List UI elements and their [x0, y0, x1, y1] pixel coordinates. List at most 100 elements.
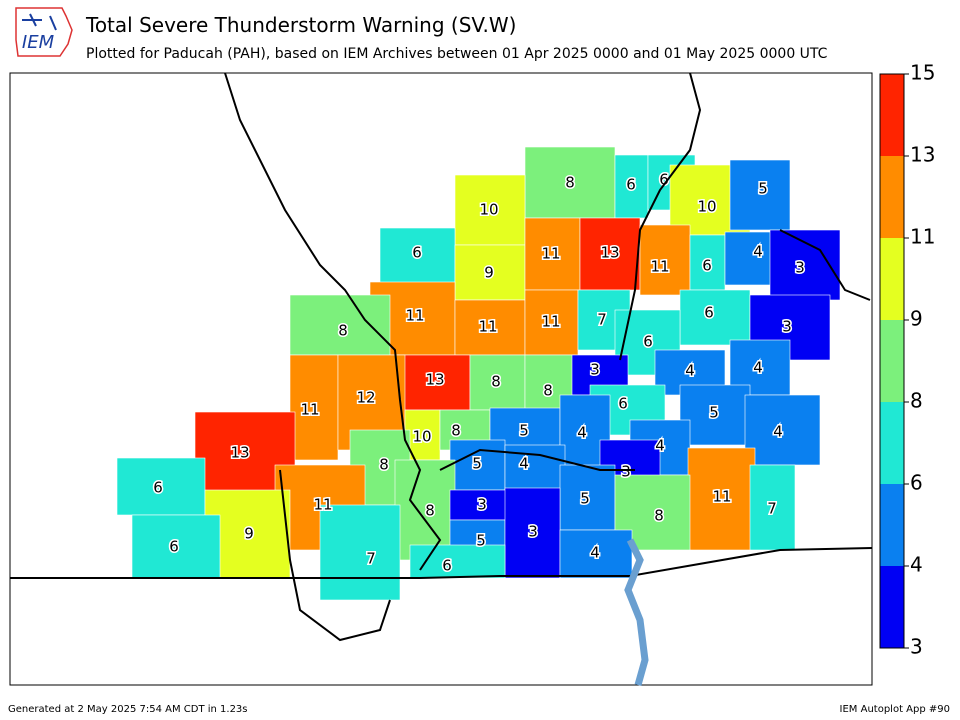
county-label: 8: [451, 422, 461, 440]
county-label: 4: [655, 437, 665, 455]
state-line: [779, 229, 871, 301]
county-label: 11: [300, 401, 319, 419]
county-label: 6: [153, 479, 163, 497]
state-line: [224, 72, 442, 571]
county-label: 6: [412, 244, 422, 262]
county-label: 10: [697, 198, 716, 216]
county-label: 7: [366, 550, 376, 568]
colorbar: 3 4 6 8 9 11 13 15: [879, 61, 935, 659]
county: [524, 146, 616, 219]
county: [689, 234, 726, 291]
colorbar-tick-label: 6: [910, 471, 923, 495]
county-label: 5: [472, 455, 482, 473]
county-label: 3: [621, 463, 631, 481]
colorbar-bin: [880, 566, 904, 648]
state-line: [619, 72, 702, 361]
colorbar-tick-label: 4: [910, 553, 923, 577]
county: [744, 394, 821, 466]
county-label: 11: [541, 313, 560, 331]
county-label: 3: [782, 318, 792, 336]
county-label: 5: [519, 422, 529, 440]
county: [524, 289, 579, 356]
county-label: 6: [169, 538, 179, 556]
county-label: 9: [484, 264, 494, 282]
river: [624, 538, 649, 686]
colorbar-tick-label: 9: [910, 307, 923, 331]
county-label: 4: [590, 544, 600, 562]
river-line: [439, 448, 635, 471]
county-label: 11: [650, 258, 669, 276]
logo-text: IEM: [22, 32, 55, 53]
colorbar-tick-label: 8: [910, 389, 923, 413]
county-label: 11: [313, 496, 332, 514]
county: [679, 289, 751, 346]
county: [504, 444, 566, 491]
state-line: [10, 547, 873, 579]
state-line: [279, 469, 391, 642]
county-label: 6: [659, 171, 669, 189]
county: [639, 224, 691, 296]
county-label: 8: [654, 507, 664, 525]
colorbar-bin: [880, 238, 904, 320]
logo: IEM: [15, 7, 73, 57]
colorbar-bin: [880, 156, 904, 238]
boundaries: [10, 72, 873, 642]
county-label: 3: [477, 496, 487, 514]
county-label: 4: [773, 423, 783, 441]
county: [524, 217, 581, 291]
county: [687, 447, 756, 551]
counties: 8 6 6 10 5 10 6 9 11 13 11 6 4 3 11 11 11 7 8 6 3 6 13 8 8 3 4 4 11 1…: [116, 146, 841, 601]
county: [729, 159, 791, 231]
county-label: 8: [425, 502, 435, 520]
county-label: 11: [405, 307, 424, 325]
county-label: 3: [795, 259, 805, 277]
county-label: 5: [709, 404, 719, 422]
county-label: 6: [702, 257, 712, 275]
county-label: 7: [767, 500, 777, 518]
county-label: 6: [704, 304, 714, 322]
colorbar-tick-label: 3: [910, 635, 923, 659]
county-label: 13: [230, 444, 249, 462]
colorbar-bin: [880, 74, 904, 156]
county-label: 12: [356, 389, 375, 407]
county: [454, 174, 526, 246]
county-label: 13: [600, 244, 619, 262]
county-label: 10: [479, 201, 498, 219]
county-label: 6: [618, 395, 628, 413]
county-label: 8: [491, 373, 501, 391]
county-label: 4: [753, 359, 763, 377]
county-label: 6: [442, 557, 452, 575]
colorbar-bin: [880, 320, 904, 402]
colorbar-tick-label: 13: [910, 143, 935, 167]
county-label: 11: [541, 245, 560, 263]
county-label: 3: [528, 523, 538, 541]
county-label: 4: [753, 243, 763, 261]
county-label: 13: [425, 371, 444, 389]
county-label: 4: [685, 362, 695, 380]
footer-right: IEM Autoplot App #90: [840, 704, 950, 715]
county: [679, 384, 751, 446]
county-label: 5: [758, 180, 768, 198]
title: Total Severe Thunderstorm Warning (SV.W): [85, 13, 516, 37]
county: [409, 544, 506, 579]
subtitle: Plotted for Paducah (PAH), based on IEM …: [86, 46, 828, 62]
colorbar-tick-label: 11: [910, 225, 935, 249]
county: [559, 529, 633, 579]
county: [289, 354, 339, 461]
county-label: 7: [597, 311, 607, 329]
county: [469, 354, 526, 411]
logo-icon: [22, 13, 57, 31]
county-label: 11: [712, 488, 731, 506]
county: [454, 244, 526, 301]
county-label: 5: [580, 490, 590, 508]
county-label: 8: [565, 174, 575, 192]
county: [131, 514, 221, 579]
county: [449, 489, 511, 521]
footer-left: Generated at 2 May 2025 7:54 AM CDT in 1…: [8, 704, 248, 715]
county-label: 10: [412, 428, 431, 446]
county: [749, 464, 796, 551]
colorbar-bin: [880, 484, 904, 566]
county: [379, 227, 456, 284]
county: [319, 504, 401, 601]
